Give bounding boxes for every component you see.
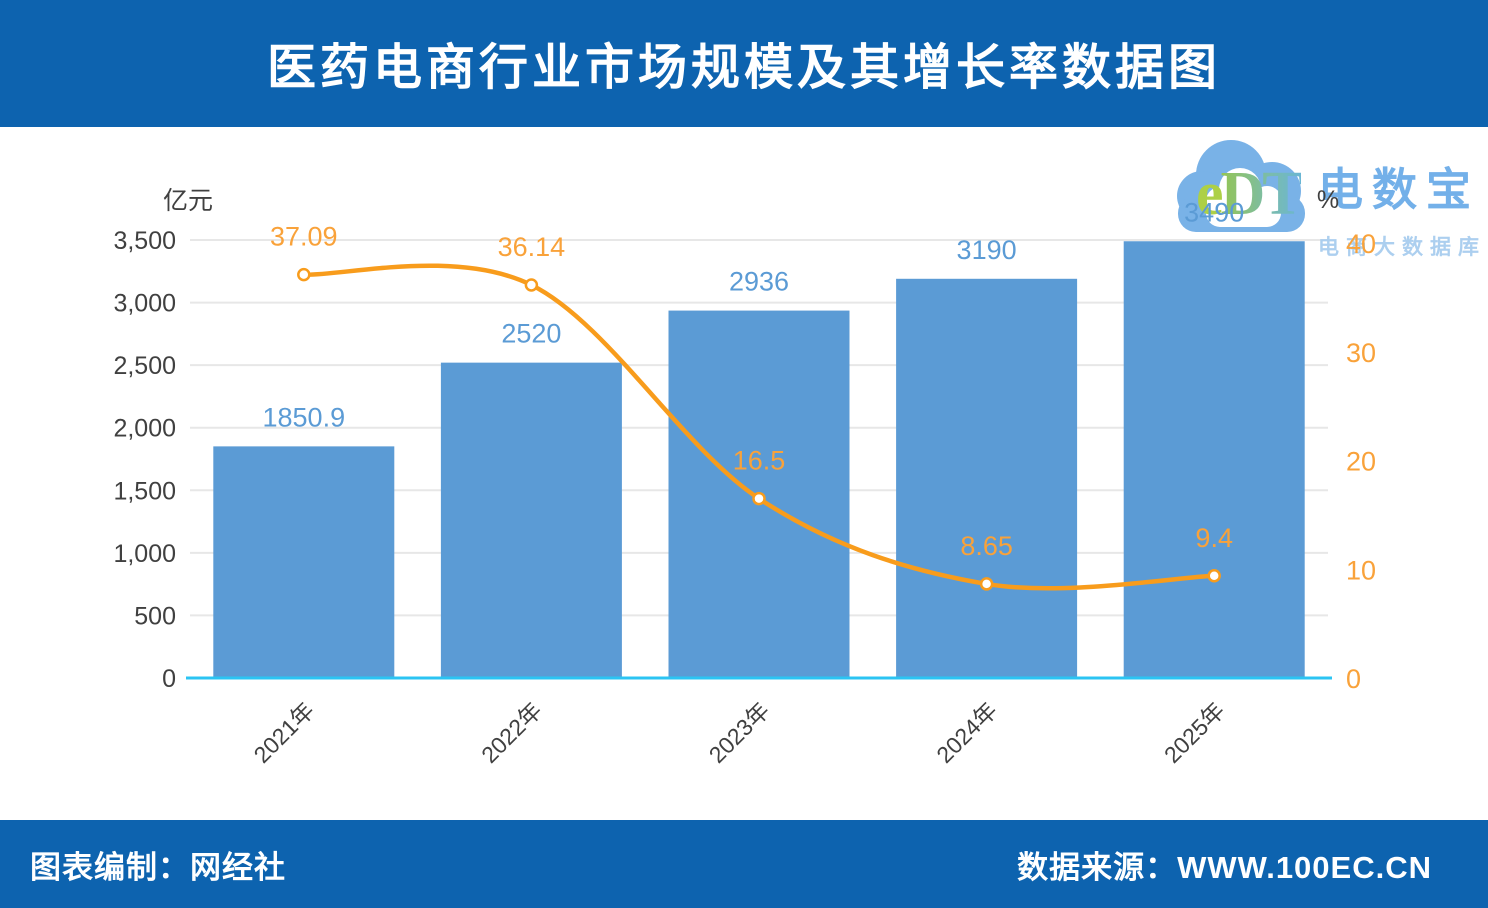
- edt-monogram: eDT: [1196, 160, 1304, 228]
- line-point: [297, 267, 311, 282]
- bar: [213, 446, 395, 678]
- line-series: [297, 263, 1221, 591]
- logo-brand: 电数宝: [1318, 164, 1481, 215]
- edt-logo: eDT 电数宝 电商大数据库: [1176, 135, 1480, 259]
- chart-region: eDT 电数宝 电商大数据库 0 500 1,000 1,500 2,000 2,500 3…: [0, 127, 1488, 820]
- page-title: 医药电商行业市场规模及其增长率数据图: [266, 41, 1221, 95]
- bar: [896, 278, 1078, 678]
- cloud-icon: [1177, 140, 1305, 232]
- line-point: [979, 577, 994, 591]
- bar-series: [213, 241, 1305, 678]
- line-point: [1207, 569, 1221, 583]
- footer-banner: 图表编制：网经社 数据来源：WWW.100EC.CN: [0, 820, 1488, 908]
- logo-tagline: 电商大数据库: [1318, 236, 1486, 259]
- line-point: [752, 491, 766, 506]
- title-banner: 医药电商行业市场规模及其增长率数据图: [0, 0, 1488, 127]
- footer-credit: 图表编制：网经社: [30, 849, 286, 885]
- line-point: [524, 278, 539, 292]
- monogram-letters-dt: DT: [1220, 160, 1304, 228]
- bar: [1123, 241, 1305, 678]
- logo-text-column: 电数宝 电商大数据库: [1318, 153, 1480, 261]
- footer-source: 数据来源：WWW.100EC.CN: [1017, 849, 1432, 885]
- monogram-letter-e: e: [1196, 160, 1223, 228]
- chart-plot-layer: [186, 239, 1332, 680]
- bar: [440, 362, 622, 678]
